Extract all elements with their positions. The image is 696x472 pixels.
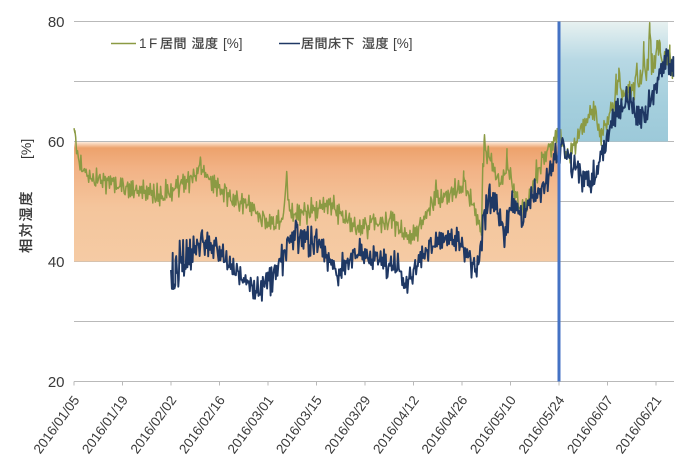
svg-text:1F: 1F (139, 36, 160, 51)
svg-text:40: 40 (48, 254, 65, 271)
svg-text:[%]: [%] (393, 36, 413, 51)
svg-text:20: 20 (48, 374, 65, 391)
svg-text:[%]: [%] (18, 139, 34, 159)
svg-text:[%]: [%] (223, 36, 243, 51)
svg-text:80: 80 (48, 14, 65, 31)
svg-text:60: 60 (48, 134, 65, 151)
